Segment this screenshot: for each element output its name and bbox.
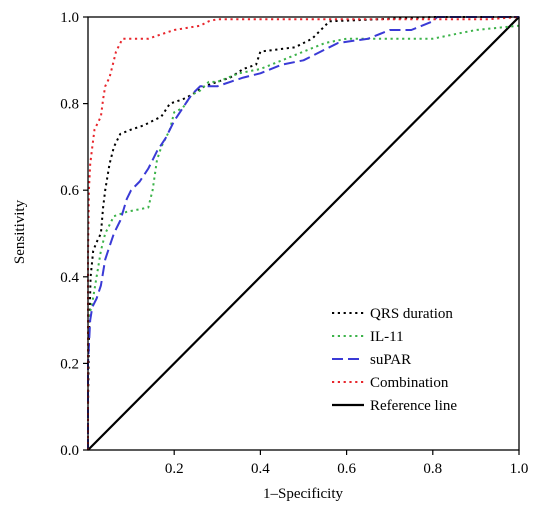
x-tick-label: 0.6 [337,461,356,477]
legend-label: QRS duration [370,306,453,322]
x-axis-label: 1–Specificity [263,486,343,502]
y-tick-label: 0.8 [60,97,79,113]
x-tick-label: 0.4 [251,461,270,477]
y-tick-label: 0.2 [60,356,79,372]
y-tick-label: 0.0 [60,443,79,459]
y-tick-label: 1.0 [60,10,79,26]
series-line-reference-line [87,16,520,451]
axes: 0.0 0.2 0.4 0.6 0.8 1.0 0.2 0.4 0.6 0.8 1.0 [60,10,528,477]
x-tick-label: 0.8 [423,461,442,477]
plot-area [87,16,520,451]
legend-label: suPAR [370,352,411,368]
x-tick-label: 0.2 [165,461,184,477]
legend-label: Reference line [370,398,457,414]
y-axis-label: Sensitivity [12,199,28,264]
legend-label: Combination [370,375,449,391]
legend-label: IL-11 [370,329,404,345]
x-tick-label: 1.0 [510,461,529,477]
y-tick-label: 0.4 [60,270,79,286]
series-line-combination [87,16,520,450]
legend: QRS duration IL-11 suPAR Combination Referen… [332,306,457,414]
series-line-supar [87,16,519,450]
y-tick-label: 0.6 [60,183,79,199]
plot-frame [87,16,520,451]
